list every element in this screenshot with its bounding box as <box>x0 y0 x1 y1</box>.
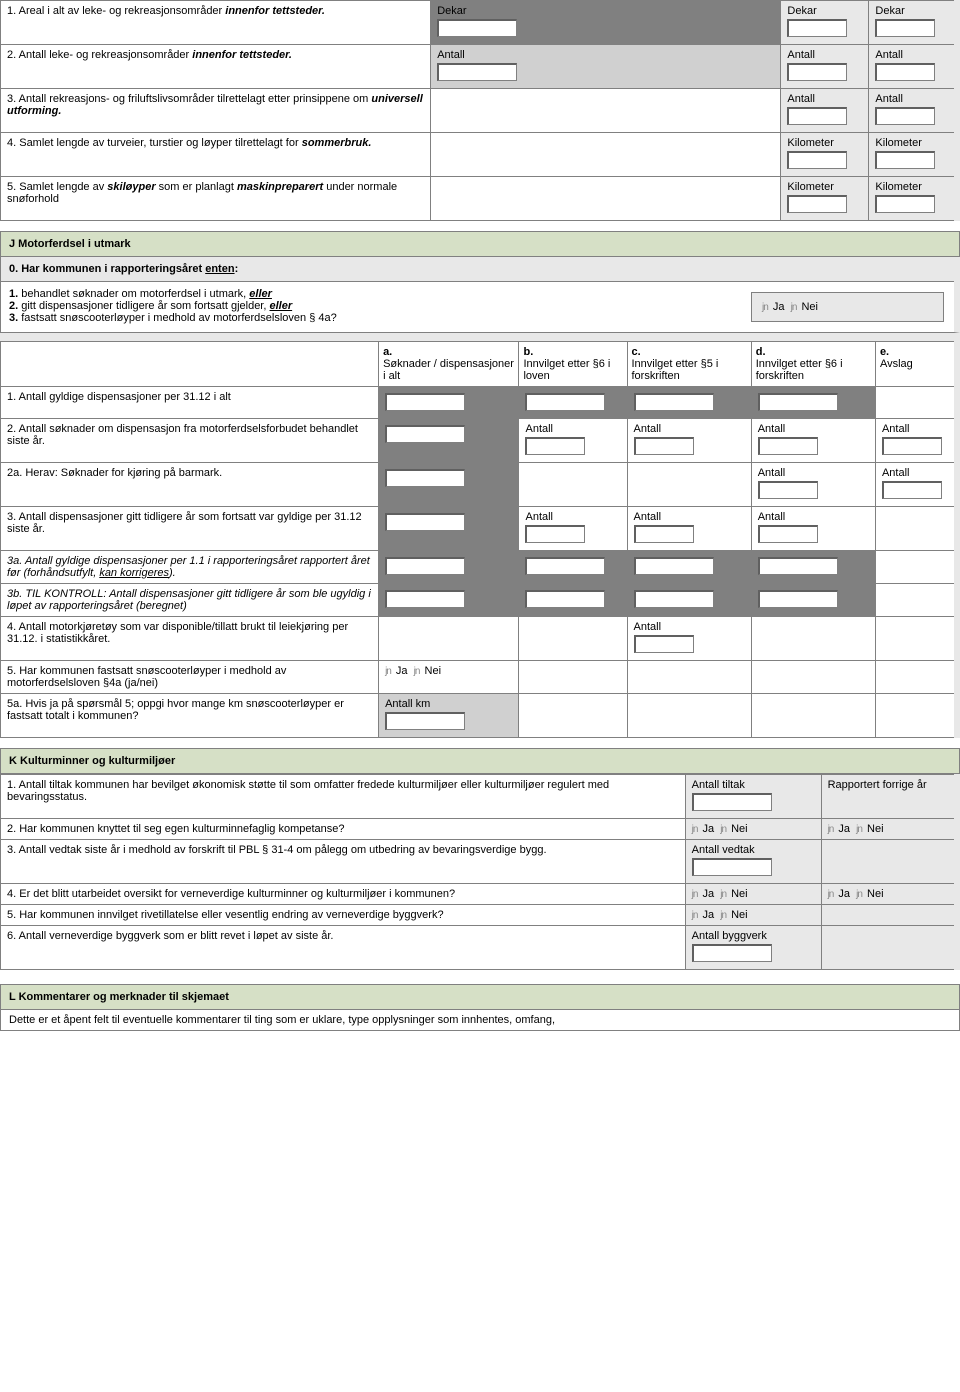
input[interactable] <box>634 557 714 575</box>
input[interactable] <box>634 590 714 608</box>
j-row-label: 3b. TIL KONTROLL: Antall dispensasjoner … <box>1 584 379 617</box>
input[interactable] <box>634 635 694 653</box>
k-row-label: 4. Er det blitt utarbeidet oversikt for … <box>1 884 686 905</box>
input[interactable] <box>385 393 465 411</box>
input[interactable] <box>875 19 935 37</box>
input[interactable] <box>787 107 847 125</box>
k-table: 1. Antall tiltak kommunen har bevilget ø… <box>0 774 960 970</box>
input[interactable] <box>525 393 605 411</box>
k-row-label: 6. Antall verneverdige byggverk som er b… <box>1 926 686 970</box>
top-row-label: 4. Samlet lengde av turveier, turstier o… <box>1 133 431 177</box>
input[interactable] <box>385 557 465 575</box>
top-row-mid: Antall <box>431 45 781 89</box>
j-row-label: 3a. Antall gyldige dispensasjoner per 1.… <box>1 551 379 584</box>
top-row-val: Kilometer <box>869 177 957 221</box>
top-row-val: Antall <box>781 89 869 133</box>
input[interactable] <box>634 525 694 543</box>
top-row-label: 3. Antall rekreasjons- og friluftslivsom… <box>1 89 431 133</box>
input[interactable] <box>758 525 818 543</box>
input[interactable] <box>882 437 942 455</box>
top-row-val: Antall <box>869 89 957 133</box>
input[interactable] <box>875 107 935 125</box>
top-row-val: Dekar <box>869 1 957 45</box>
top-row-mid <box>431 177 781 221</box>
input[interactable] <box>875 63 935 81</box>
input[interactable] <box>882 481 942 499</box>
top-areal-table: 1. Areal i alt av leke- og rekreasjonsom… <box>0 0 960 221</box>
radio-ja-nei[interactable]: jn Ja jn Nei <box>828 888 884 900</box>
j-row-label: 5a. Hvis ja på spørsmål 5; oppgi hvor ma… <box>1 694 379 738</box>
j-row-label: 2. Antall søknader om dispensasjon fra m… <box>1 419 379 463</box>
input[interactable] <box>385 712 465 730</box>
j-row-label: 3. Antall dispensasjoner gitt tidligere … <box>1 507 379 551</box>
input[interactable] <box>787 195 847 213</box>
top-row-val: Kilometer <box>869 133 957 177</box>
radio-ja-nei[interactable]: jn Ja jn Nei <box>692 888 748 900</box>
section-l-header: L Kommentarer og merknader til skjemaet <box>0 984 960 1010</box>
top-row-label: 2. Antall leke- og rekreasjonsområder in… <box>1 45 431 89</box>
input[interactable] <box>525 557 605 575</box>
top-row-mid <box>431 89 781 133</box>
input[interactable] <box>758 557 838 575</box>
input[interactable] <box>634 393 714 411</box>
input[interactable] <box>787 63 847 81</box>
j-table: a.Søknader / dispensasjoner i alt b.Innv… <box>0 341 960 738</box>
k-row-label: 2. Har kommunen knyttet til seg egen kul… <box>1 819 686 840</box>
input[interactable] <box>692 944 772 962</box>
input[interactable] <box>758 481 818 499</box>
q0-lines: 1. behandlet søknader om motorferdsel i … <box>1 282 741 332</box>
input[interactable] <box>875 151 935 169</box>
top-row-mid: Dekar <box>431 1 781 45</box>
section-j-header: J Motorferdsel i utmark <box>0 231 960 257</box>
radio-ja-nei[interactable]: jn Ja jn Nei <box>692 823 748 835</box>
input[interactable] <box>437 63 517 81</box>
section-l-text: Dette er et åpent felt til eventuelle ko… <box>0 1010 960 1031</box>
input[interactable] <box>385 513 465 531</box>
k-row-label: 5. Har kommunen innvilget rivetillatelse… <box>1 905 686 926</box>
radio-ja-nei[interactable]: jn Ja jn Nei <box>828 823 884 835</box>
input[interactable] <box>525 437 585 455</box>
top-row-label: 1. Areal i alt av leke- og rekreasjonsom… <box>1 1 431 45</box>
k-row-label: 1. Antall tiltak kommunen har bevilget ø… <box>1 775 686 819</box>
radio-ja-nei[interactable]: jn Ja jn Nei <box>692 909 748 921</box>
section-k-header: K Kulturminner og kulturmiljøer <box>0 748 960 774</box>
j-row-label: 1. Antall gyldige dispensasjoner per 31.… <box>1 387 379 419</box>
input[interactable] <box>437 19 517 37</box>
top-row-val: Kilometer <box>781 177 869 221</box>
input[interactable] <box>385 590 465 608</box>
input[interactable] <box>692 793 772 811</box>
input[interactable] <box>525 590 605 608</box>
input[interactable] <box>385 425 465 443</box>
radio-ja-nei[interactable]: jn Ja jn Nei <box>385 665 441 677</box>
q0-header: 0. Har kommunen i rapporteringsåret ente… <box>1 257 954 282</box>
input[interactable] <box>634 437 694 455</box>
input[interactable] <box>692 858 772 876</box>
top-row-val: Dekar <box>781 1 869 45</box>
q0-answer[interactable]: jn Ja jn Nei <box>751 292 944 322</box>
top-row-label: 5. Samlet lengde av skiløyper som er pla… <box>1 177 431 221</box>
input[interactable] <box>525 525 585 543</box>
input[interactable] <box>787 151 847 169</box>
j-row-label: 2a. Herav: Søknader for kjøring på barma… <box>1 463 379 507</box>
j-row-label: 5. Har kommunen fastsatt snøscooterløype… <box>1 661 379 694</box>
top-row-val: Kilometer <box>781 133 869 177</box>
input[interactable] <box>758 590 838 608</box>
top-row-val: Antall <box>781 45 869 89</box>
top-row-val: Antall <box>869 45 957 89</box>
input[interactable] <box>758 437 818 455</box>
k-row-label: 3. Antall vedtak siste år i medhold av f… <box>1 840 686 884</box>
input[interactable] <box>758 393 838 411</box>
j-row-label: 4. Antall motorkjøretøy som var disponib… <box>1 617 379 661</box>
input[interactable] <box>385 469 465 487</box>
input[interactable] <box>787 19 847 37</box>
top-row-mid <box>431 133 781 177</box>
input[interactable] <box>875 195 935 213</box>
